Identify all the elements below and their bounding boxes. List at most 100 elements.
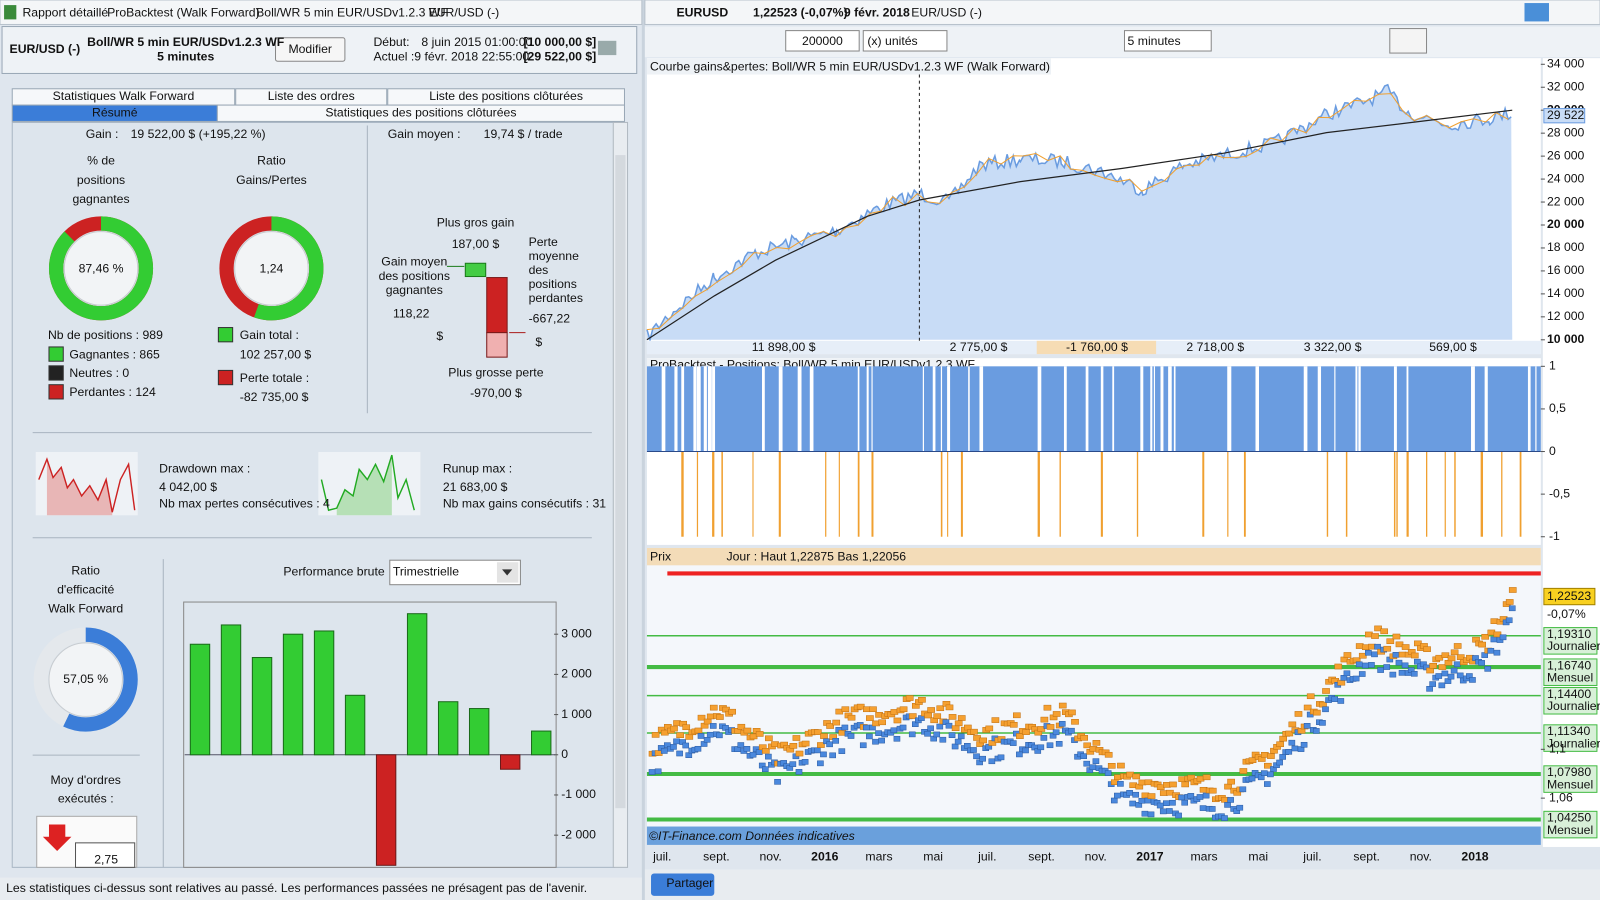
buy-marker <box>749 751 757 758</box>
sell-marker <box>957 715 966 721</box>
gap <box>1317 366 1322 452</box>
sell-marker <box>869 706 877 713</box>
gap <box>932 366 936 452</box>
buy-marker <box>801 759 809 765</box>
segment-label: -1 760,00 $ <box>1066 340 1128 354</box>
buy-marker <box>924 730 931 737</box>
units-dropdown[interactable] <box>862 30 948 52</box>
buy-marker <box>1080 753 1087 759</box>
scroll-thumb[interactable] <box>615 155 626 809</box>
buy-marker <box>927 725 934 732</box>
buy-marker <box>1358 671 1366 677</box>
buy-marker <box>1202 792 1210 799</box>
share-button[interactable] <box>651 873 715 896</box>
gap <box>1535 366 1537 452</box>
wf-title: Walk Forward <box>48 601 123 615</box>
sell-marker <box>1107 763 1116 769</box>
gap <box>761 366 765 452</box>
buy-marker <box>1279 754 1286 760</box>
gap <box>1406 366 1409 452</box>
buy-marker <box>1276 759 1283 766</box>
buy-marker <box>933 731 941 738</box>
positions-winners: Gagnantes : 865 <box>69 347 160 361</box>
window-tab: ProBacktest (Walk Forward) <box>107 5 260 19</box>
sell-marker <box>951 725 960 732</box>
sell-marker <box>936 705 945 712</box>
indicator-button[interactable] <box>1389 28 1428 54</box>
short-position <box>1345 451 1348 537</box>
donut-center <box>63 231 139 306</box>
modify-button[interactable] <box>275 37 346 62</box>
sell-marker <box>1058 702 1067 709</box>
level-value: 1,14400 <box>1547 687 1591 701</box>
price-legend: Jour : Haut 1,22875 Bas 1,22056 <box>727 549 907 563</box>
segment-label: 2 775,00 $ <box>950 340 1008 354</box>
short-position <box>1444 451 1446 537</box>
buy-marker <box>1110 797 1118 804</box>
gap <box>1037 366 1042 452</box>
print-icon[interactable] <box>597 40 617 56</box>
performance-title: Performance brute <box>283 565 385 579</box>
time-strip <box>646 826 1541 845</box>
equity-header <box>646 58 1052 75</box>
sell-marker <box>841 706 850 713</box>
buy-marker <box>1022 747 1029 754</box>
window-button[interactable] <box>1524 3 1549 22</box>
short-position <box>1406 451 1409 537</box>
tab[interactable] <box>216 104 625 122</box>
y-tick-label: 1 000 <box>561 707 592 721</box>
sell-marker <box>1080 735 1089 741</box>
sell-marker <box>1380 628 1389 635</box>
gain-total-value: 102 257,00 $ <box>240 347 312 361</box>
short-position <box>681 451 684 537</box>
gain-value: 19 522,00 $ (+195,22 %) <box>131 127 266 141</box>
short-position <box>1227 451 1229 537</box>
gap <box>1160 366 1164 452</box>
bar <box>375 754 397 866</box>
y-tick-label: 26 000 <box>1547 148 1585 162</box>
avg-win-unit: $ <box>436 329 443 343</box>
short-position <box>1037 451 1040 537</box>
buy-marker <box>755 749 763 756</box>
runup-note: Nb max gains consécutifs : 31 <box>443 496 606 510</box>
buy-marker <box>1239 786 1247 793</box>
max-loss: -970,00 $ <box>470 386 522 400</box>
long-positions <box>646 366 1541 452</box>
drawdown-value: 4 042,00 $ <box>159 480 217 494</box>
sell-marker <box>970 728 978 735</box>
buy-marker <box>1089 764 1097 771</box>
buy-marker <box>1199 805 1207 811</box>
sell-marker <box>1423 646 1431 652</box>
sell-marker <box>847 714 856 721</box>
avg-win-label: gagnantes <box>386 283 443 297</box>
label: Actuel : <box>373 49 414 63</box>
value: 9 févr. 2018 22:55:00 <box>414 49 529 63</box>
gap <box>1303 366 1308 452</box>
win-rate-title: gagnantes <box>72 192 129 206</box>
short-position <box>1136 451 1139 537</box>
buy-marker <box>1166 808 1173 814</box>
buy-marker <box>1055 741 1063 747</box>
sell-marker <box>1337 679 1346 686</box>
short-position <box>1480 451 1484 537</box>
avg-loss-label: moyenne <box>529 249 580 263</box>
bar <box>406 613 428 756</box>
buy-marker <box>743 746 751 752</box>
dropdown-arrow <box>502 569 513 576</box>
buy-marker <box>1236 804 1244 811</box>
y-tick-label: 0 <box>561 747 568 761</box>
sell-marker <box>1294 711 1303 717</box>
buy-marker <box>1426 686 1433 692</box>
legend-swatch <box>217 327 234 343</box>
buy-marker <box>936 723 944 730</box>
price-change: -0,07% <box>1547 607 1586 621</box>
x-tick-label: 2017 <box>1136 849 1163 863</box>
short-position <box>940 451 943 537</box>
legend-swatch <box>48 384 64 400</box>
quantity-spinbox[interactable] <box>785 30 860 52</box>
gap <box>979 366 984 452</box>
buy-marker <box>795 769 803 775</box>
wf-title: d'efficacité <box>57 583 114 597</box>
timeframe-dropdown[interactable] <box>1123 30 1212 52</box>
